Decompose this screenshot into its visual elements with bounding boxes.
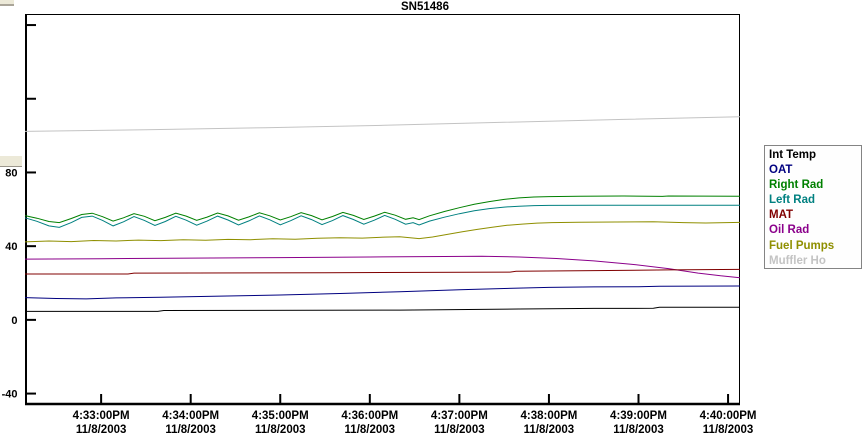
legend-item-fuel-pumps: Fuel Pumps xyxy=(769,239,835,252)
x-tick-date-label: 11/8/2003 xyxy=(255,424,306,436)
x-tick-date-label: 11/8/2003 xyxy=(76,424,127,436)
x-tick-date-label: 11/8/2003 xyxy=(345,424,396,436)
legend-item-right-rad: Right Rad xyxy=(769,179,824,192)
y-tick-label: 80 xyxy=(5,167,17,179)
series-line-mat xyxy=(25,268,741,275)
x-tick-time-label: 4:33:00PM xyxy=(73,410,130,422)
y-tick-label: -40 xyxy=(2,389,18,401)
x-tick-time-label: 4:40:00PM xyxy=(700,410,757,422)
y-tick-label: 40 xyxy=(5,241,17,253)
x-tick-date-label: 11/8/2003 xyxy=(434,424,485,436)
series-line-fuel-pumps xyxy=(24,221,741,243)
series-lines xyxy=(24,116,741,312)
series-line-muffler-ho xyxy=(24,116,741,132)
series-line-right-rad xyxy=(24,195,741,224)
series-line-int-temp xyxy=(25,306,740,312)
legend-item-mat: MAT xyxy=(769,209,794,222)
legend-item-int-temp: Int Temp xyxy=(769,149,817,161)
window-fragment-top-left xyxy=(0,0,14,6)
window-fragment-y-axis xyxy=(0,155,22,167)
y-axis-labels: 80 40 0 -40 xyxy=(2,167,18,400)
chart-title: SN51486 xyxy=(401,1,449,13)
y-axis-ticks xyxy=(27,24,36,395)
series-line-left-rad xyxy=(24,204,740,228)
chart-legend: Int Temp OAT Right Rad Left Rad MAT Oil Rad Fu… xyxy=(764,145,862,269)
x-tick-time-label: 4:37:00PM xyxy=(431,410,488,422)
legend-item-left-rad: Left Rad xyxy=(769,194,815,207)
series-line-oat xyxy=(24,285,741,300)
x-tick-date-label: 11/8/2003 xyxy=(165,424,216,436)
x-axis-ticks xyxy=(100,394,730,403)
x-tick-date-label: 11/8/2003 xyxy=(703,424,754,436)
x-tick-date-label: 11/8/2003 xyxy=(524,424,575,436)
legend-item-oat: OAT xyxy=(769,164,793,177)
x-tick-time-label: 4:34:00PM xyxy=(162,410,219,422)
x-tick-time-label: 4:36:00PM xyxy=(341,410,398,422)
plot-border xyxy=(25,14,740,406)
x-tick-date-label: 11/8/2003 xyxy=(613,424,664,436)
legend-item-oil-rad: Oil Rad xyxy=(769,224,810,237)
y-tick-label: 0 xyxy=(11,315,17,327)
x-tick-time-label: 4:35:00PM xyxy=(252,410,309,422)
x-tick-time-label: 4:38:00PM xyxy=(520,410,577,422)
x-axis-labels: 4:33:00PM 11/8/2003 4:34:00PM 11/8/2003 4:35… xyxy=(73,410,757,436)
series-line-oil-rad xyxy=(24,255,741,279)
x-tick-time-label: 4:39:00PM xyxy=(610,410,667,422)
legend-item-muffler-ho: Muffler Ho xyxy=(769,254,826,267)
